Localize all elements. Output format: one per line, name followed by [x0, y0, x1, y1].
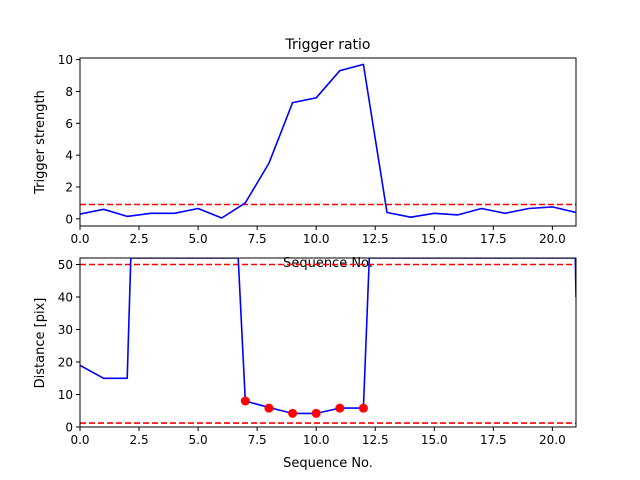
data-point [335, 403, 345, 413]
series-line [80, 63, 576, 219]
x-tick-label: 15.0 [421, 433, 448, 447]
x-tick-label: 0.0 [70, 433, 89, 447]
x-tick-label: 17.5 [480, 232, 507, 246]
plot-area: 0.0 2.5 5.0 7.5 10.0 12.5 15.0 17.5 20.0 0 10 20 30 4… [58, 257, 577, 447]
y-tick-label: 40 [58, 291, 73, 305]
y-axis-label: Trigger strength [33, 90, 48, 195]
y-tick-label: 20 [58, 356, 73, 370]
y-axis-label: Distance [pix] [33, 298, 48, 389]
data-point [358, 403, 368, 413]
y-tick-label: 0 [65, 212, 73, 226]
x-axis-label: Sequence No. [283, 256, 373, 271]
chart-title: Trigger ratio [284, 37, 370, 53]
trigger-ratio-chart: Trigger ratio Trigger strength Sequence … [33, 37, 577, 271]
axes-frame [79, 257, 577, 428]
x-tick-label: 7.5 [248, 433, 267, 447]
y-tick-label: 30 [58, 323, 73, 337]
x-tick-label: 5.0 [189, 433, 208, 447]
x-tick-label: 20.0 [539, 433, 566, 447]
y-tick-label: 10 [58, 53, 73, 67]
x-tick-label: 17.5 [480, 433, 507, 447]
x-tick-label: 5.0 [189, 232, 208, 246]
data-point [311, 408, 321, 418]
x-tick-label: 20.0 [539, 232, 566, 246]
y-tick-label: 8 [65, 85, 73, 99]
y-tick-label: 4 [65, 149, 73, 163]
y-tick-label: 2 [65, 180, 73, 194]
y-tick-label: 0 [65, 421, 73, 435]
x-tick-label: 10.0 [303, 433, 330, 447]
x-axis-label: Sequence No. [283, 456, 373, 471]
x-tick-label: 10.0 [303, 232, 330, 246]
plot-area: 0.0 2.5 5.0 7.5 10.0 12.5 15.0 17.5 20.0 0 2 4 6 8 10 [58, 53, 577, 246]
x-tick-label: 2.5 [130, 433, 149, 447]
y-tick-label: 50 [58, 258, 73, 272]
y-tick-label: 10 [58, 388, 73, 402]
y-tick-label: 6 [65, 117, 73, 131]
x-tick-label: 15.0 [421, 232, 448, 246]
axes-frame [79, 57, 577, 227]
series-line [80, 258, 576, 415]
x-tick-label: 7.5 [248, 232, 267, 246]
distance-chart: Distance [pix] Sequence No. 0.0 2.5 5.0 7.5… [33, 257, 577, 471]
x-tick-label: 0.0 [70, 232, 89, 246]
data-point [288, 408, 298, 418]
x-tick-label: 12.5 [362, 433, 389, 447]
data-point [240, 396, 250, 406]
x-tick-label: 2.5 [130, 232, 149, 246]
x-tick-label: 12.5 [362, 232, 389, 246]
data-point [264, 403, 274, 413]
